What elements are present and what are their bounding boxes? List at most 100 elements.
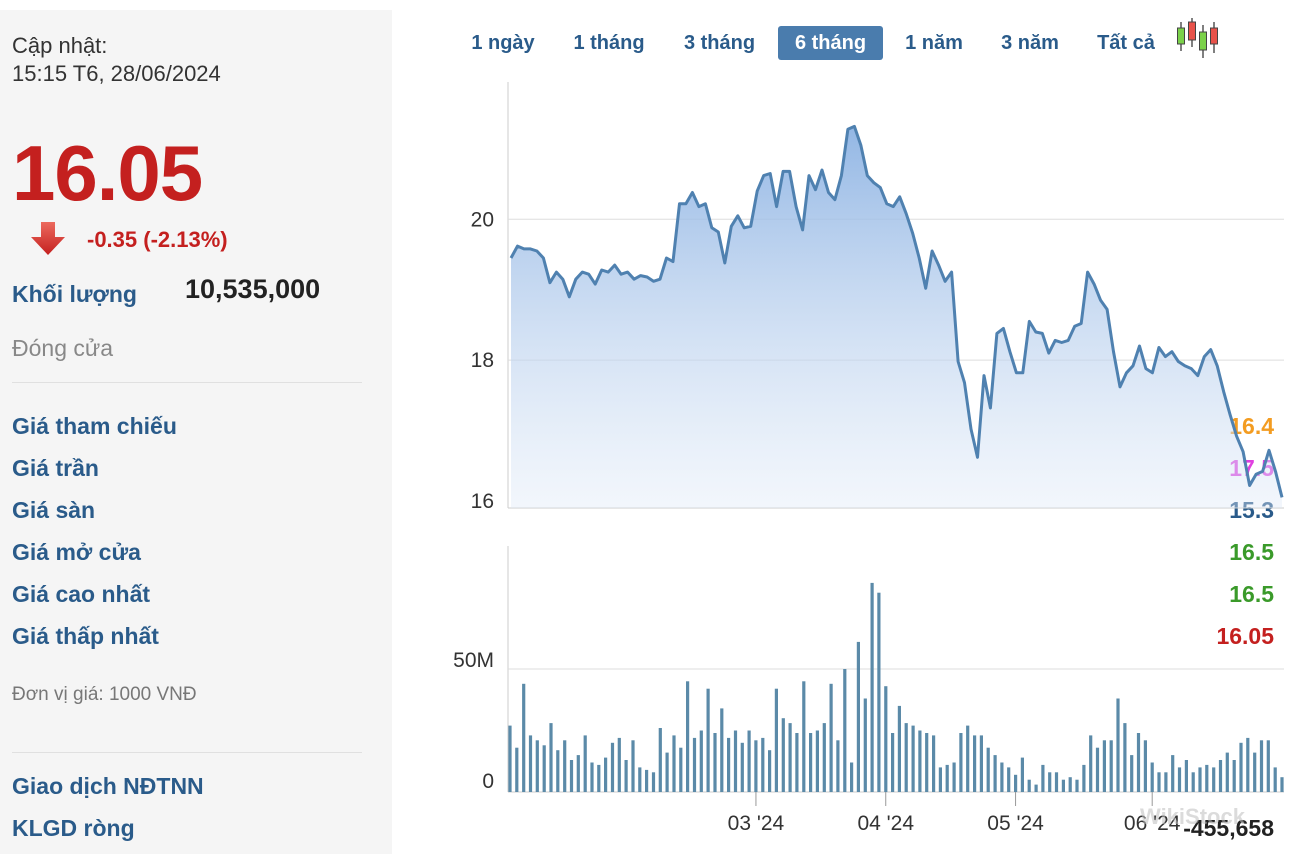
volume-bar bbox=[1184, 760, 1188, 792]
volume-bar bbox=[884, 686, 888, 792]
tab-6-months[interactable]: 6 tháng bbox=[778, 26, 883, 60]
volume-bar bbox=[1116, 698, 1120, 792]
tab-3-months[interactable]: 3 tháng bbox=[683, 32, 756, 54]
volume-bar bbox=[774, 688, 778, 792]
volume-bar bbox=[1089, 735, 1093, 792]
volume-bar bbox=[938, 767, 942, 792]
ceiling-price-label: Giá trần bbox=[12, 455, 99, 481]
price-tick-label: 16 bbox=[471, 490, 494, 513]
volume-bar bbox=[925, 733, 929, 792]
volume-bar bbox=[1082, 764, 1086, 792]
price-line bbox=[509, 124, 1284, 498]
volume-bar bbox=[617, 737, 621, 792]
volume-bar bbox=[747, 730, 751, 792]
tab-1-year[interactable]: 1 năm bbox=[905, 32, 963, 54]
stock-info-panel bbox=[0, 10, 392, 854]
volume-bar bbox=[638, 767, 642, 792]
volume-bar bbox=[781, 718, 785, 792]
volume-bar bbox=[768, 750, 772, 792]
volume-bar bbox=[1225, 752, 1229, 792]
net-volume-label: KLGD ròng bbox=[12, 815, 135, 841]
volume-bar bbox=[1123, 723, 1127, 792]
open-price-label: Giá mở cửa bbox=[12, 539, 141, 565]
volume-bar bbox=[993, 755, 997, 792]
volume-bar bbox=[952, 762, 956, 792]
volume-bar bbox=[631, 740, 635, 792]
volume-bar bbox=[1239, 742, 1243, 792]
volume-bar bbox=[822, 723, 826, 792]
volume-bar bbox=[610, 742, 615, 792]
volume-bar bbox=[727, 737, 731, 792]
price-tick-label: 18 bbox=[471, 349, 494, 372]
volume-bar bbox=[576, 755, 580, 792]
month-tick-label: 03 '24 bbox=[728, 812, 785, 835]
volume-bar bbox=[1095, 747, 1100, 792]
volume-bar bbox=[583, 735, 587, 792]
volume-bar bbox=[1273, 767, 1277, 792]
volume-bar bbox=[1205, 764, 1209, 792]
price-area bbox=[511, 126, 1282, 509]
volume-bar bbox=[809, 733, 813, 792]
volume-bar bbox=[1136, 733, 1141, 792]
volume-bar bbox=[549, 723, 553, 792]
tab-3-years[interactable]: 3 năm bbox=[1001, 32, 1059, 54]
tab-1-month[interactable]: 1 tháng bbox=[573, 32, 645, 54]
volume-bar bbox=[624, 760, 628, 792]
volume-label: Khối lượng bbox=[12, 281, 137, 307]
volume-bar bbox=[1191, 772, 1195, 792]
volume-bar bbox=[1157, 772, 1161, 792]
volume-bar bbox=[1212, 767, 1216, 792]
volume-bar bbox=[713, 733, 717, 792]
volume-bar bbox=[979, 735, 983, 792]
volume-bar bbox=[542, 745, 546, 792]
candlestick-chart-icon[interactable] bbox=[1175, 17, 1219, 59]
volume-bar bbox=[973, 735, 977, 792]
volume-bar bbox=[651, 772, 656, 792]
volume-bar bbox=[1014, 774, 1018, 792]
volume-bar bbox=[556, 750, 560, 792]
price-unit-note: Đơn vị giá: 1000 VNĐ bbox=[12, 684, 197, 705]
tab-all[interactable]: Tất cả bbox=[1097, 32, 1155, 54]
volume-bar bbox=[1102, 740, 1106, 792]
volume-bar bbox=[1164, 772, 1168, 792]
volume-bar bbox=[679, 747, 683, 792]
current-price: 16.05 bbox=[12, 129, 203, 217]
volume-bar bbox=[658, 728, 662, 792]
volume-tick-label: 0 bbox=[482, 770, 494, 793]
volume-bar bbox=[802, 681, 806, 792]
volume-bar bbox=[720, 708, 724, 792]
volume-bar bbox=[1177, 767, 1182, 792]
volume-bar bbox=[1198, 767, 1202, 792]
volume-bar bbox=[829, 683, 833, 792]
volume-bar bbox=[870, 582, 874, 792]
volume-bar bbox=[850, 762, 854, 792]
volume-bar bbox=[1048, 772, 1052, 792]
month-tick-label: 04 '24 bbox=[857, 812, 914, 835]
watermark: WikiStock bbox=[1140, 804, 1245, 829]
volume-bar bbox=[740, 742, 744, 792]
volume-bar bbox=[904, 723, 908, 792]
volume-bar bbox=[706, 688, 710, 792]
volume-bar bbox=[1061, 779, 1065, 792]
volume-bar bbox=[535, 740, 539, 792]
volume-bar bbox=[761, 737, 765, 792]
volume-bar bbox=[1259, 740, 1264, 792]
volume-bar bbox=[686, 681, 690, 792]
volume-bar bbox=[1109, 740, 1113, 792]
volume-bar bbox=[1068, 777, 1072, 792]
volume-bar bbox=[856, 641, 860, 792]
volume-bar bbox=[604, 757, 608, 792]
volume-bar bbox=[1075, 779, 1079, 792]
tab-1-day[interactable]: 1 ngày bbox=[471, 32, 535, 54]
floor-price-label: Giá sàn bbox=[12, 497, 96, 523]
open-price-value: 16.5 bbox=[1229, 539, 1274, 565]
volume-bar bbox=[1027, 779, 1031, 792]
volume-bar bbox=[836, 740, 840, 792]
divider bbox=[12, 752, 362, 753]
volume-value: 10,535,000 bbox=[185, 274, 321, 304]
volume-bar bbox=[754, 740, 758, 792]
volume-bar bbox=[1280, 777, 1284, 792]
volume-bar bbox=[665, 752, 669, 792]
volume-bar bbox=[1246, 737, 1250, 792]
